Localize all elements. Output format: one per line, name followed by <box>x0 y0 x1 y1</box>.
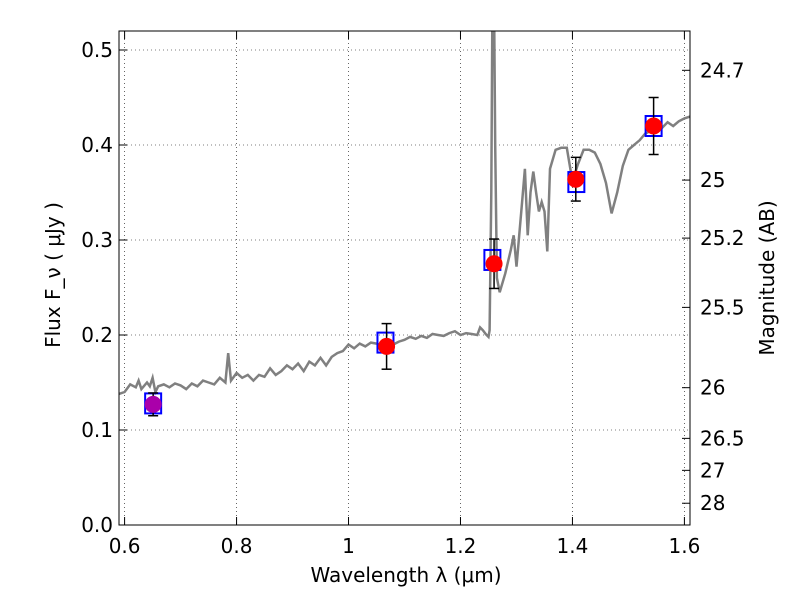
observed-point <box>567 170 585 188</box>
y-axis-label: Flux F_ν ( μJy ) <box>41 202 65 348</box>
right-tick-label: 26.5 <box>700 426 745 450</box>
x-tick-labels: 0.6 0.8 1 1.2 1.4 1.6 <box>109 534 701 558</box>
spectrum-layer <box>119 31 690 396</box>
observed-point <box>645 117 663 135</box>
y-tick-label: 0.4 <box>81 133 113 157</box>
x-tick-label: 0.6 <box>109 534 141 558</box>
y-tick-label: 0.2 <box>81 323 113 347</box>
x-tick-label: 1.6 <box>668 534 700 558</box>
right-tick-label: 25.5 <box>700 295 745 319</box>
right-tick-label: 27 <box>700 458 725 482</box>
right-tick-labels: 24.7 25 25.2 25.5 26 26.5 27 28 <box>700 58 745 515</box>
right-tick-label: 24.7 <box>700 58 745 82</box>
x-axis-label: Wavelength λ (μm) <box>310 563 501 587</box>
observed-points <box>144 96 663 417</box>
observed-point <box>378 337 396 355</box>
observed-point <box>485 255 503 273</box>
spectrum-line <box>119 31 690 396</box>
x-tick-label: 1 <box>342 534 355 558</box>
y-tick-labels: 0.0 0.1 0.2 0.3 0.4 0.5 <box>81 38 113 537</box>
y-tick-label: 0.0 <box>81 513 113 537</box>
right-tick-label: 28 <box>700 491 725 515</box>
axis-ticks <box>119 31 690 526</box>
plot-frame <box>118 30 691 526</box>
y-tick-label: 0.1 <box>81 418 113 442</box>
y-tick-label: 0.3 <box>81 228 113 252</box>
observed-point <box>144 395 162 413</box>
right-tick-label: 26 <box>700 376 725 400</box>
x-tick-label: 0.8 <box>221 534 253 558</box>
plot-area <box>119 31 690 525</box>
y-tick-label: 0.5 <box>81 38 113 62</box>
x-tick-label: 1.4 <box>557 534 589 558</box>
x-tick-label: 1.2 <box>445 534 477 558</box>
right-tick-label: 25.2 <box>700 226 745 250</box>
right-tick-label: 25 <box>700 168 725 192</box>
right-axis-label: Magnitude (AB) <box>755 200 779 355</box>
